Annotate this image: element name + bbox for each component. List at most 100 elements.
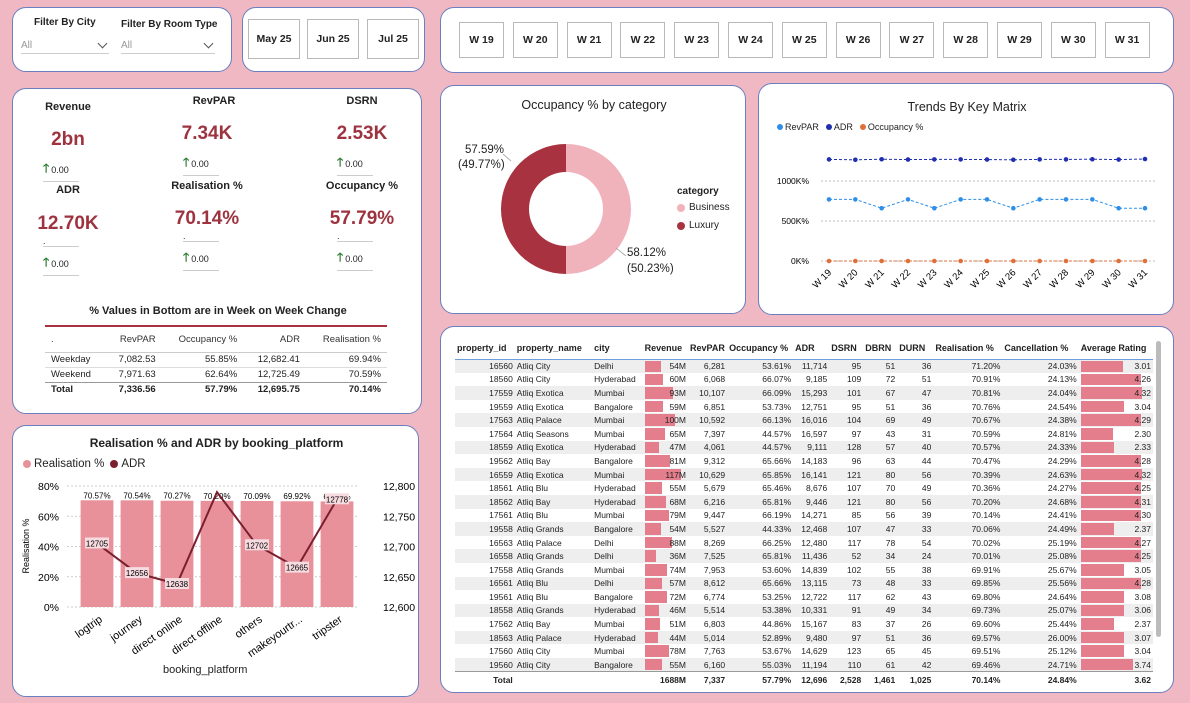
legend-item-business[interactable]: Business <box>677 202 730 213</box>
data-point[interactable] <box>1142 258 1148 264</box>
month-button[interactable]: Jun 25 <box>307 19 359 59</box>
bar[interactable] <box>240 500 274 607</box>
week-button[interactable]: W 31 <box>1104 22 1150 58</box>
column-header[interactable]: property_id <box>455 337 515 360</box>
table-row[interactable]: 16563 Atliq Palace Delhi 88M 8,269 66.25% 12,4… <box>489 536 1151 549</box>
column-header[interactable]: DBRN <box>863 337 898 360</box>
legend-item-adr[interactable]: ADR <box>110 458 146 470</box>
column-header[interactable]: RevPAR <box>687 337 728 360</box>
table-row[interactable]: 19562 Atliq Bay Bangalore 81M 9,312 65.66% 14,… <box>489 455 1151 467</box>
week-button[interactable]: W 29 <box>997 22 1042 58</box>
table-row[interactable]: 19560 Atliq City Bangalore 55M 6,160 55.03% 11… <box>455 658 1153 672</box>
column-header[interactable]: Realisation % <box>933 337 1003 360</box>
column-header[interactable]: ADR <box>793 337 830 360</box>
table-row[interactable]: 18563 Atliq Palace Hyderabad 44M 5,014 52.89%… <box>455 630 1153 645</box>
data-point[interactable] <box>905 197 911 202</box>
table-row[interactable]: 18562 Atliq Bay Hyderabad 68M 6,216 65.81% 9,4… <box>455 494 1153 509</box>
week-button[interactable]: W 19 <box>459 22 504 58</box>
data-point[interactable] <box>1011 205 1016 211</box>
data-point[interactable] <box>905 157 911 162</box>
table-scrollbar[interactable] <box>1156 341 1161 637</box>
bar[interactable] <box>160 500 194 607</box>
data-point[interactable] <box>1037 258 1042 264</box>
data-point[interactable] <box>905 258 911 264</box>
legend-item-revpar[interactable]: RevPAR <box>777 122 819 132</box>
data-point[interactable] <box>1116 258 1121 264</box>
legend-item-adr[interactable]: ADR <box>825 122 853 132</box>
data-point[interactable] <box>853 197 858 202</box>
data-point[interactable] <box>932 157 937 162</box>
data-point[interactable] <box>958 157 963 162</box>
week-button[interactable]: W 26 <box>835 22 881 58</box>
data-point[interactable] <box>1116 205 1121 211</box>
table-row[interactable]: 17563 Atliq Palace Mumbai 100M 10,592 66.13% 1… <box>455 413 1153 427</box>
week-button[interactable]: W 20 <box>512 22 558 58</box>
column-header[interactable]: Cancellation % <box>1002 337 1079 360</box>
bar[interactable] <box>280 501 314 607</box>
data-point[interactable] <box>1090 156 1095 162</box>
data-point[interactable] <box>879 258 884 264</box>
table-row[interactable]: 18558 Atliq Grands Hyderabad 46M 5,514 53.38%… <box>455 603 1153 618</box>
data-point[interactable] <box>1011 258 1016 264</box>
column-header[interactable]: property_name <box>514 337 593 360</box>
data-point[interactable] <box>984 258 990 264</box>
week-button[interactable]: W 27 <box>889 22 935 58</box>
bar[interactable] <box>80 500 114 607</box>
data-point[interactable] <box>932 258 937 264</box>
data-point[interactable] <box>826 258 832 264</box>
room-filter-dropdown[interactable]: All <box>121 38 215 54</box>
data-point[interactable] <box>826 197 832 202</box>
table-row[interactable]: 16560 Atliq City Delhi 54M 6,281 53.61% 11,714… <box>455 359 1153 373</box>
table-row[interactable]: 16561 Atliq Blu Delhi 57M 8,612 65.66% 13,115 7… <box>455 576 1153 591</box>
city-filter-dropdown[interactable]: All <box>21 38 109 54</box>
data-point[interactable] <box>1011 157 1016 163</box>
legend-item-luxury[interactable]: Luxury <box>677 220 719 231</box>
table-row[interactable]: 19559 Atliq Exotica Bangalore 59M 6,851 53.73… <box>489 400 1151 413</box>
data-point[interactable] <box>1090 197 1095 202</box>
data-point[interactable] <box>853 258 858 264</box>
column-header[interactable]: DSRN <box>829 337 864 360</box>
data-point[interactable] <box>1063 157 1069 162</box>
donut-slice-business[interactable] <box>566 144 631 274</box>
data-point[interactable] <box>853 157 858 163</box>
data-point[interactable] <box>1116 157 1121 162</box>
week-button[interactable]: W 24 <box>728 22 773 58</box>
week-button[interactable]: W 30 <box>1050 22 1096 58</box>
data-point[interactable] <box>932 205 937 211</box>
data-point[interactable] <box>1142 205 1148 211</box>
table-row[interactable]: 17558 Atliq Grands Mumbai 74M 7,953 53.60% 14,… <box>489 563 1151 576</box>
week-button[interactable]: W 28 <box>943 22 989 58</box>
data-point[interactable] <box>1037 157 1042 162</box>
table-row[interactable]: 17560 Atliq City Mumbai 78M 7,763 53.67% 14,62… <box>489 645 1151 658</box>
month-button[interactable]: May 25 <box>248 19 300 59</box>
data-point[interactable] <box>958 197 963 202</box>
table-row[interactable]: 17559 Atliq Exotica Mumbai 93M 10,107 66.09% 1… <box>455 386 1153 400</box>
data-point[interactable] <box>879 205 884 211</box>
month-button[interactable]: Jul 25 <box>367 19 419 59</box>
data-point[interactable] <box>1142 156 1148 162</box>
column-header[interactable]: DURN <box>897 337 934 360</box>
data-point[interactable] <box>958 258 963 264</box>
week-button[interactable]: W 25 <box>781 22 827 58</box>
data-point[interactable] <box>1037 197 1042 202</box>
data-point[interactable] <box>1090 258 1095 264</box>
column-header[interactable]: Average Rating <box>1078 337 1153 360</box>
week-button[interactable]: W 21 <box>566 22 612 58</box>
legend-item-occupancy[interactable]: Occupancy % <box>859 122 923 132</box>
data-point[interactable] <box>826 157 832 162</box>
data-point[interactable] <box>1063 258 1069 264</box>
column-header[interactable]: Revenue <box>642 337 688 360</box>
table-row[interactable]: 16558 Atliq Grands Delhi 36M 7,525 65.81% 11,4… <box>455 549 1153 563</box>
bar[interactable] <box>120 500 154 607</box>
legend-item-realisation[interactable]: Realisation % <box>23 458 104 470</box>
week-button[interactable]: W 23 <box>674 22 720 58</box>
table-row[interactable]: 18561 Atliq Blu Hyderabad 55M 5,679 65.46% 8,6… <box>489 482 1151 494</box>
table-row[interactable]: 17562 Atliq Bay Mumbai 51M 6,803 44.86% 15,167… <box>489 618 1151 630</box>
data-point[interactable] <box>984 197 990 202</box>
table-row[interactable]: 16559 Atliq Exotica Mumbai 117M 10,629 65.85%… <box>455 467 1153 482</box>
table-row[interactable]: 18559 Atliq Exotica Hyderabad 47M 4,061 44.57… <box>455 440 1153 455</box>
data-point[interactable] <box>984 157 990 162</box>
data-point[interactable] <box>879 156 884 162</box>
data-point[interactable] <box>1063 197 1069 202</box>
column-header[interactable]: Occupancy % <box>727 337 794 360</box>
